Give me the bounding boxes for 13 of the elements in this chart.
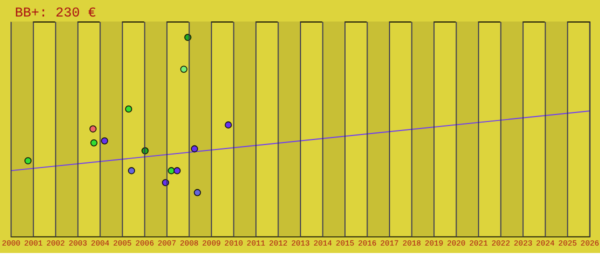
point [101,137,108,144]
chart-title: BB+: 230 € [14,6,96,22]
point [89,125,97,132]
point [190,145,198,152]
point [24,157,32,164]
point [125,106,132,113]
point [194,189,201,196]
point [224,121,232,128]
point [180,66,188,73]
point [168,167,175,174]
point [128,167,136,174]
point [90,139,98,146]
point [174,167,181,174]
